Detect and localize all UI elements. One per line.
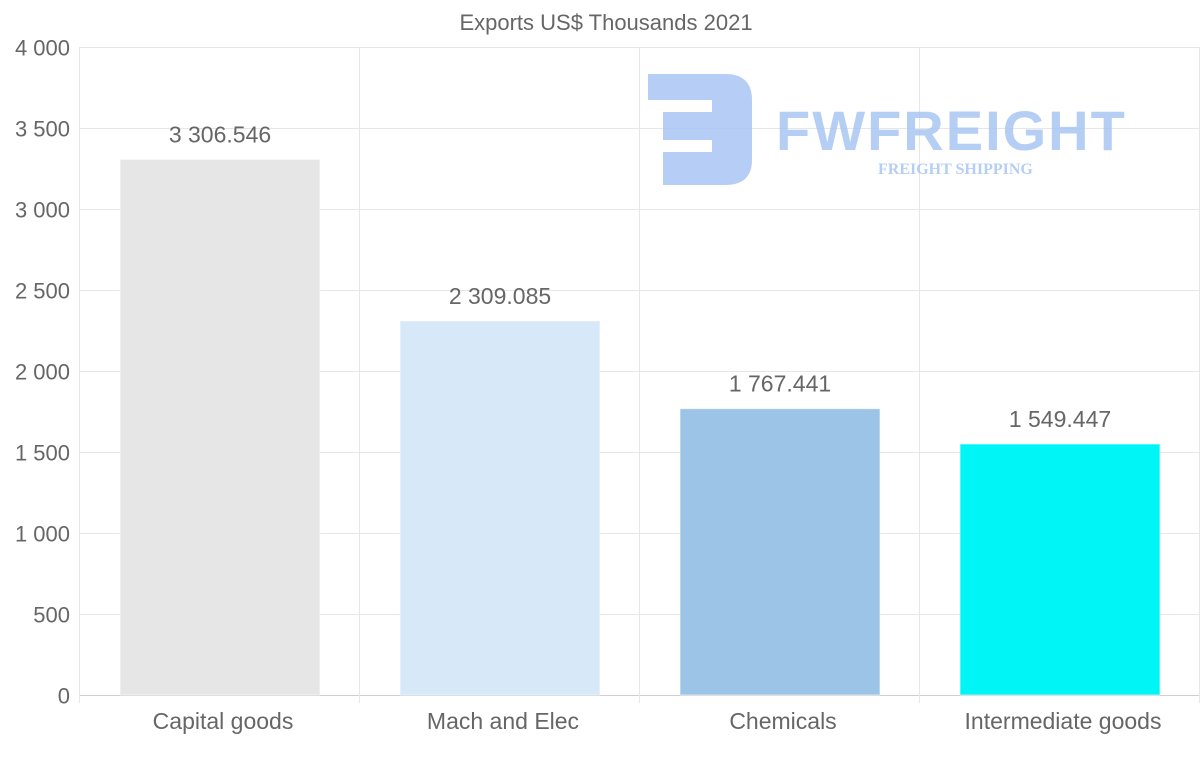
bar	[959, 443, 1161, 696]
bar	[119, 158, 321, 696]
data-label: 3 306.546	[169, 121, 271, 147]
data-label: 2 309.085	[449, 283, 551, 309]
bars	[119, 158, 1161, 696]
x-tick-label: Mach and Elec	[427, 708, 579, 734]
y-tick-label: 4 000	[15, 36, 70, 61]
watermark-brand: FWFREIGHT	[776, 99, 1127, 162]
x-tick-label: Capital goods	[153, 708, 294, 734]
y-tick-label: 0	[58, 684, 70, 709]
watermark-logo: FWFREIGHT FREIGHT SHIPPING	[648, 74, 1127, 185]
bar	[679, 408, 881, 696]
bar	[399, 320, 601, 696]
data-label: 1 549.447	[1009, 406, 1111, 432]
y-tick-label: 1 500	[15, 441, 70, 466]
y-tick-label: 2 000	[15, 360, 70, 385]
chart-title: Exports US$ Thousands 2021	[459, 10, 752, 35]
labels: 0 500 1 000 1 500 2 000 2 500 3 000 3 500 4 000 3…	[15, 36, 1162, 735]
y-tick-label: 500	[33, 603, 70, 628]
y-tick-label: 2 500	[15, 279, 70, 304]
data-label: 1 767.441	[729, 371, 831, 397]
x-tick-label: Intermediate goods	[965, 708, 1162, 734]
y-tick-label: 3 500	[15, 117, 70, 142]
y-tick-label: 1 000	[15, 522, 70, 547]
y-tick-label: 3 000	[15, 198, 70, 223]
x-tick-label: Chemicals	[729, 708, 836, 734]
logo-mark-icon	[648, 74, 752, 185]
watermark-tagline: FREIGHT SHIPPING	[878, 161, 1033, 178]
